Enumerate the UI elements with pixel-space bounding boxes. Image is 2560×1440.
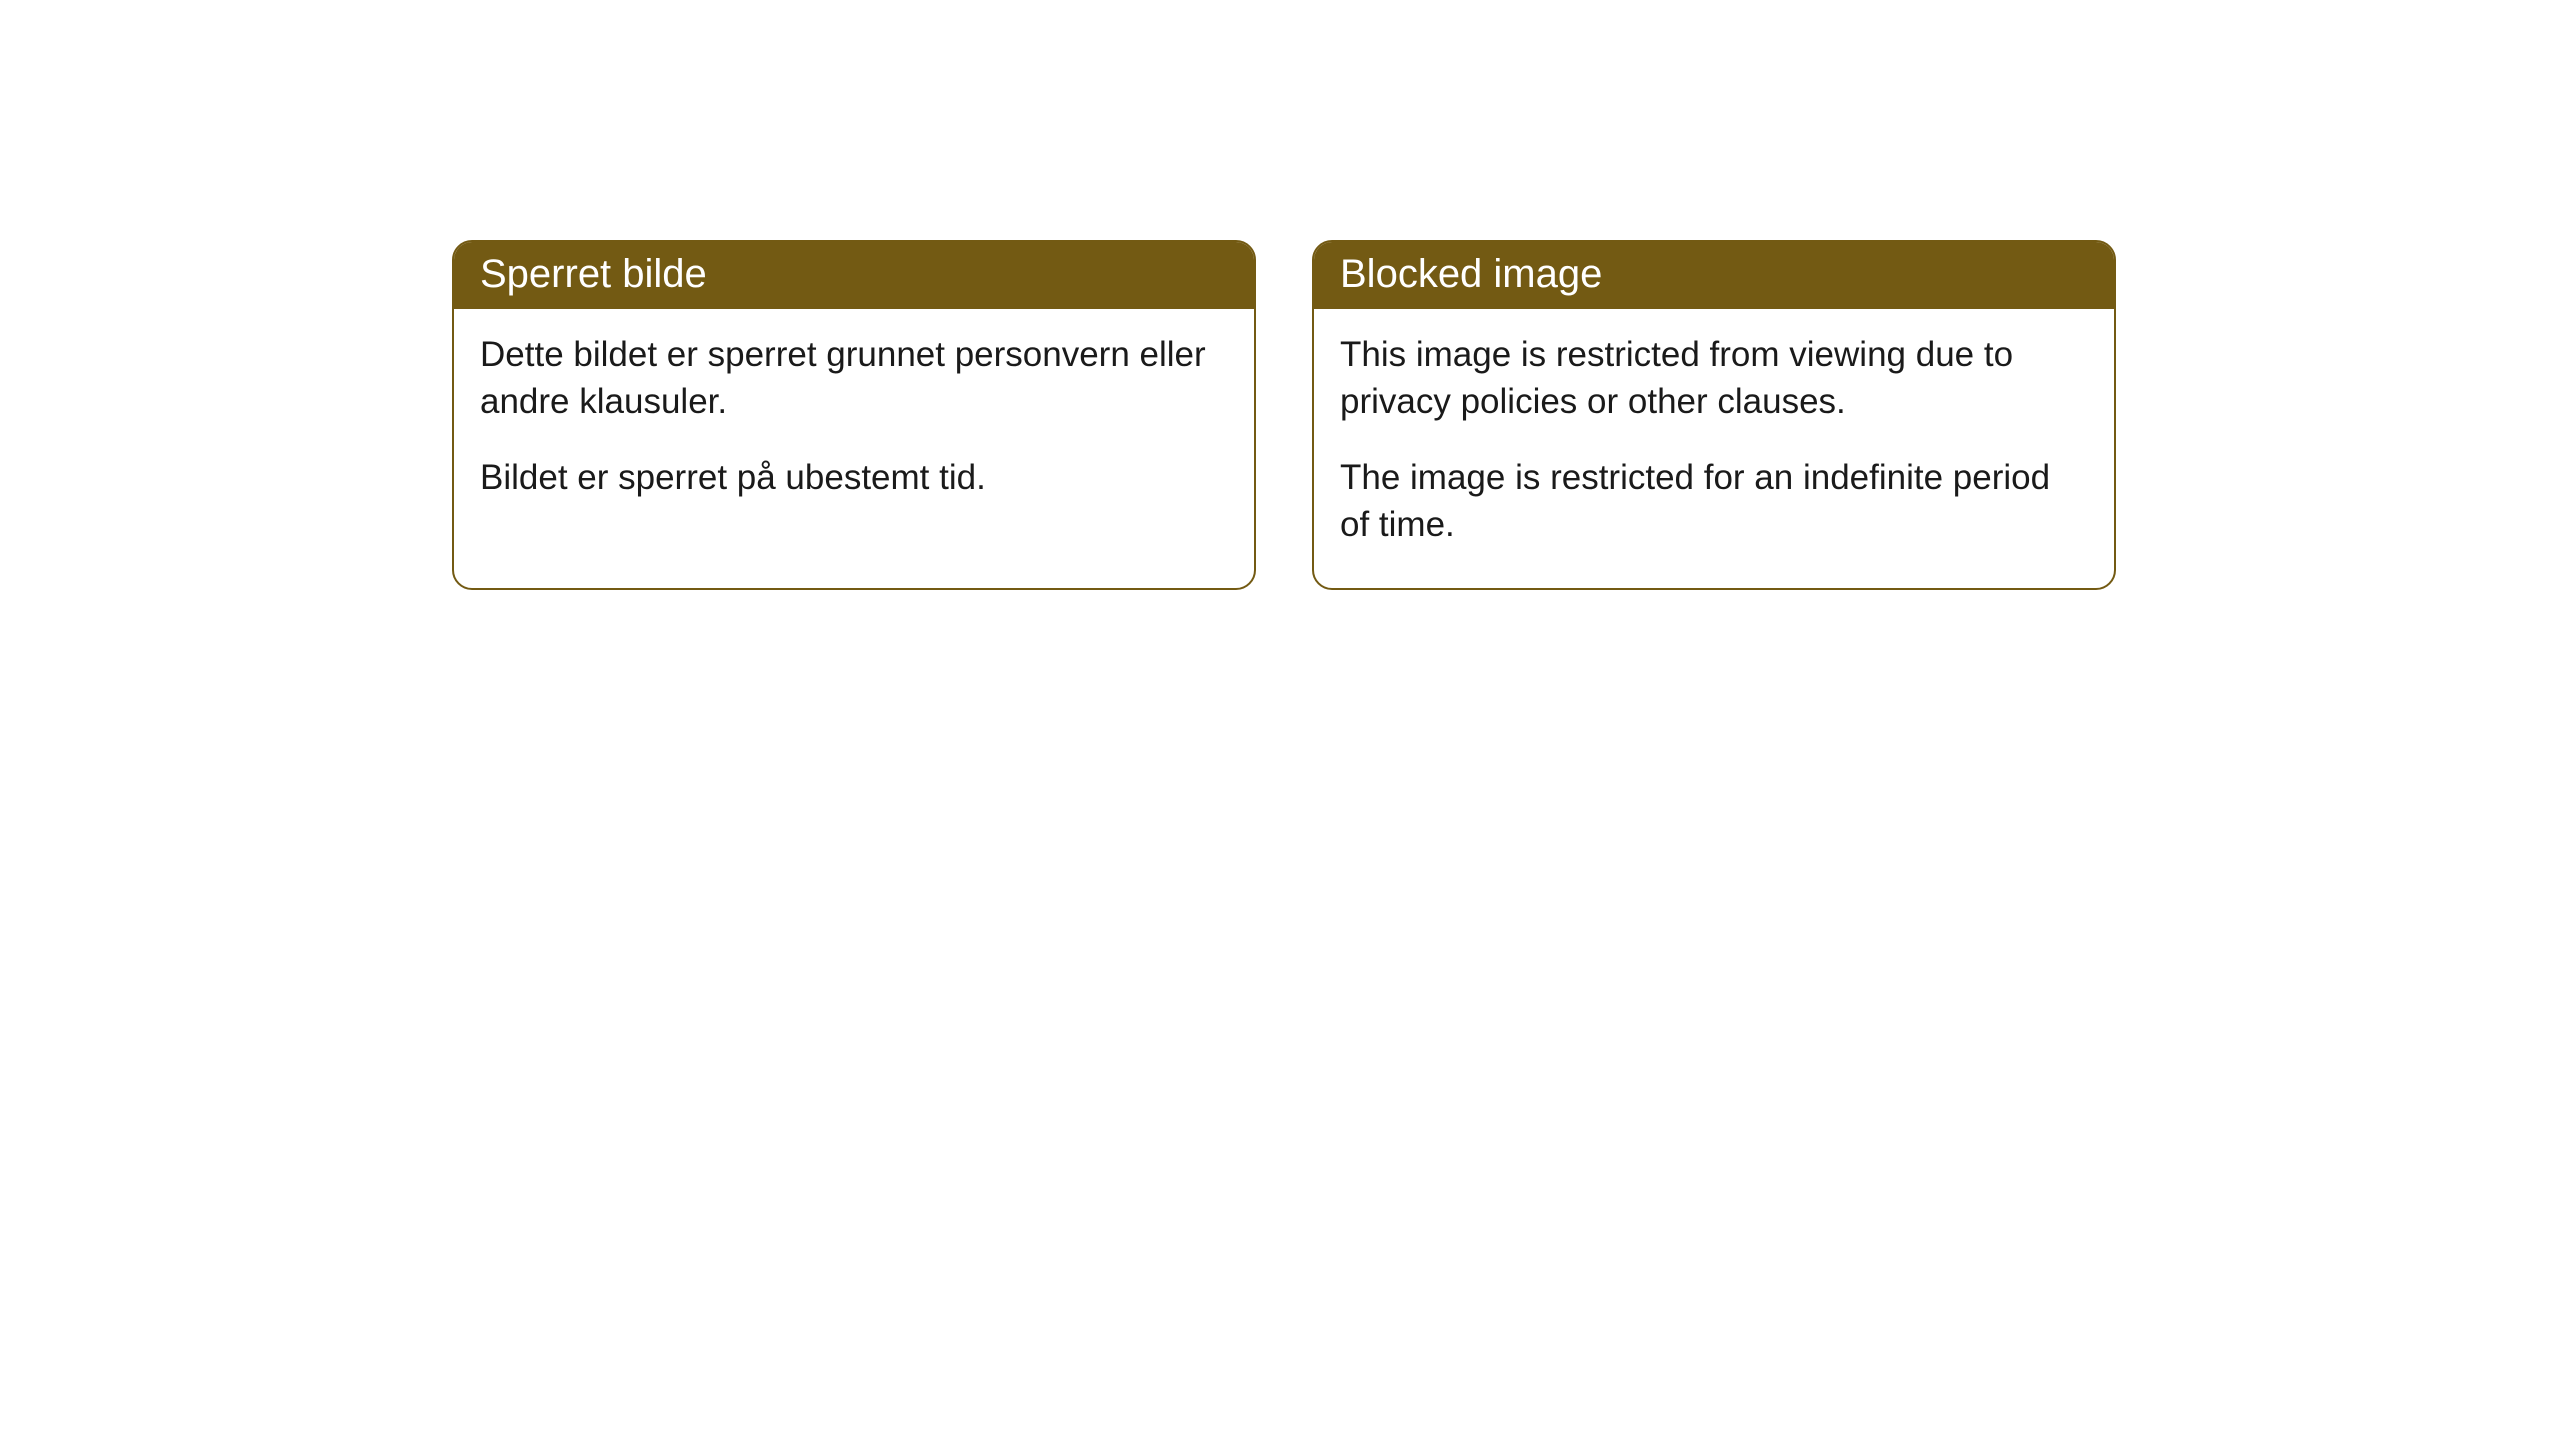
card-body: Dette bildet er sperret grunnet personve… <box>454 309 1254 541</box>
card-paragraph-2: The image is restricted for an indefinit… <box>1340 454 2088 549</box>
card-body: This image is restricted from viewing du… <box>1314 309 2114 588</box>
cards-container: Sperret bilde Dette bildet er sperret gr… <box>0 0 2560 590</box>
blocked-image-card-english: Blocked image This image is restricted f… <box>1312 240 2116 590</box>
card-paragraph-1: Dette bildet er sperret grunnet personve… <box>480 331 1228 426</box>
card-header: Blocked image <box>1314 242 2114 309</box>
blocked-image-card-norwegian: Sperret bilde Dette bildet er sperret gr… <box>452 240 1256 590</box>
card-paragraph-2: Bildet er sperret på ubestemt tid. <box>480 454 1228 501</box>
card-paragraph-1: This image is restricted from viewing du… <box>1340 331 2088 426</box>
card-header: Sperret bilde <box>454 242 1254 309</box>
